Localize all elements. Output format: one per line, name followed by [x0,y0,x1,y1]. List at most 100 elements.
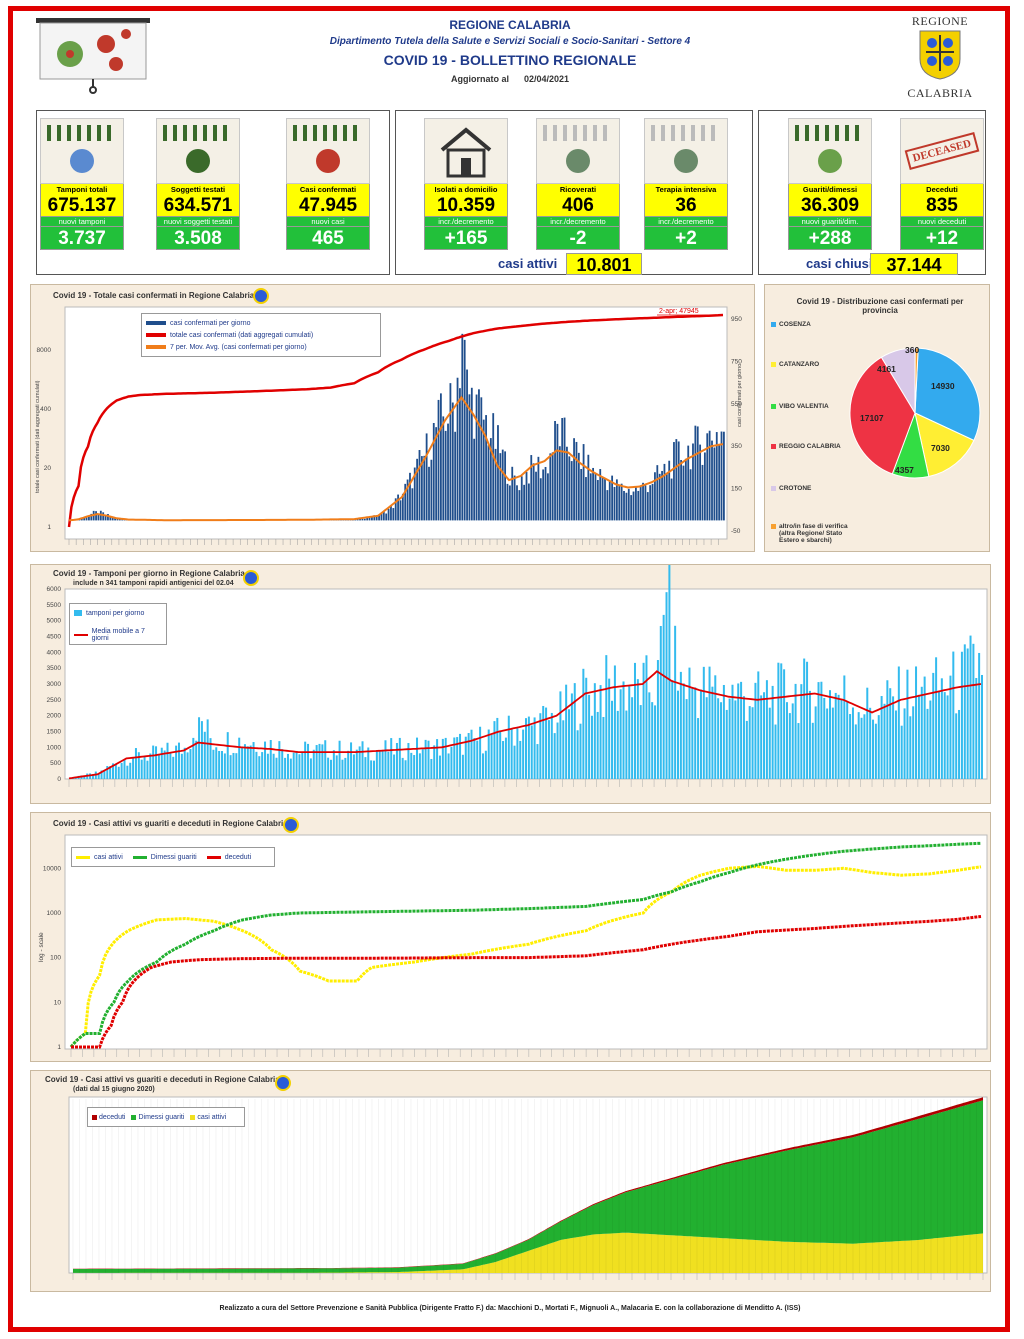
y-tick-label: 6000 [47,586,62,593]
y-tick-label: 2000 [47,713,62,720]
tests-day-bar [860,717,863,779]
chart2-subtitle: include n 341 tamponi rapidi antigenici … [73,580,234,587]
tests-day-bar [324,740,327,779]
daily-case-bar [118,518,121,521]
tests-day-bar [312,749,315,779]
tests-day-bar [186,752,189,779]
tests-day-bar [892,696,895,779]
legend-daily-cases: casi confermati per giorno [170,319,251,327]
daily-case-bar [658,473,661,521]
tests-day-bar [461,754,464,779]
tests-day-bar [940,678,943,779]
tests-day-bar [677,690,679,779]
active-cases-value: 10.801 [566,253,642,275]
tests-day-bar [338,740,341,779]
tests-day-bar [464,736,467,779]
tests-day-bar [903,708,906,779]
daily-case-bar [482,419,485,521]
tests-day-bar [539,713,542,779]
tests-day-bar [605,655,608,779]
y-tick-label: 5500 [47,602,62,609]
tests-day-bar [172,756,175,779]
y-right-tick-label: 550 [731,401,742,408]
tests-day-bar [166,742,169,779]
logo-top-text: REGIONE [911,14,969,28]
daily-case-bar [620,483,623,521]
tests-day-bar [880,696,883,779]
tests-day-bar [960,651,963,779]
daily-case-bar [442,416,445,521]
daily-case-bar [375,516,378,521]
stat-value: 36.309 [788,195,872,217]
daily-case-bar [454,431,457,521]
daily-case-bar [102,512,105,521]
logo-bottom-text: CALABRIA [907,86,973,100]
tests-day-bar [742,696,745,779]
stat-value: 406 [536,195,620,217]
tests-day-bar [436,739,439,779]
closed-cases-value: 37.144 [870,253,958,275]
tests-day-bar [659,625,662,779]
pie-legend-item: VIBO VALENTIA [771,403,861,410]
tests-day-bar [278,741,281,779]
tests-day-bar [760,695,763,779]
tests-day-bar [487,729,490,779]
tests-day-bar [243,744,246,779]
stat-card: DECEASED Deceduti 835 nuovi deceduti +12 [900,118,984,250]
daily-case-bar [449,383,452,521]
tests-day-bar [745,720,748,779]
tests-day-bar [315,745,318,779]
tests-day-bar [183,747,186,779]
daily-case-bar [651,483,654,521]
moving-average-line [68,395,724,522]
daily-case-bar [623,490,625,521]
tests-day-bar [533,717,536,779]
tests-day-bar [318,743,321,779]
stat-sub-label: incr./decremento [424,217,508,227]
pie-svg: 14930 7030 4357 17107 4161 360 [849,345,981,479]
tests-day-bar [846,701,849,779]
tests-day-bar [218,750,221,779]
active-vs-recovered-log-panel: Covid 19 - Casi attivi vs guariti e dece… [30,812,991,1062]
tests-day-bar [424,739,427,779]
recovered-person-icon [788,118,872,184]
tests-day-bar [223,753,226,779]
legend-mov-avg: 7 per. Mov. Avg. (casi confermati per gi… [170,343,307,351]
tests-day-bar [972,643,975,779]
daily-case-bar [401,493,404,521]
tests-day-bar [946,695,949,779]
tests-day-bar [249,745,252,779]
regione-calabria-logo: REGIONE CALABRIA [895,14,985,104]
daily-case-bar [114,518,116,521]
tests-day-bar [734,700,737,779]
tests-day-bar [937,691,940,779]
tests-day-bar [656,660,659,779]
pie-slice-label: 4161 [877,364,896,374]
tests-day-bar [611,700,614,779]
daily-case-bar [692,443,694,521]
y-tick-label: 1000 [47,744,62,751]
tests-day-bar [717,698,720,779]
daily-case-bar [468,394,471,521]
tests-day-bar [393,754,396,779]
tests-day-bar [679,671,682,779]
tests-day-bar [909,716,912,779]
tests-day-bar [720,702,723,779]
daily-case-bar [539,478,542,521]
tests-day-bar [298,754,301,779]
daily-case-bar [382,510,385,521]
daily-case-bar [665,474,668,521]
tests-day-bar [384,740,387,779]
daily-case-bar [684,458,687,521]
tests-day-bar [570,693,573,779]
daily-case-bar [404,483,407,521]
tests-day-bar [295,750,298,779]
daily-case-bar [554,420,556,521]
daily-case-bar [656,465,659,521]
chart2-legend: tamponi per giorno Media mobile a 7 gior… [69,603,167,645]
tests-day-bar [668,565,671,779]
daily-case-bar [83,516,86,521]
hospital-bed-icon [536,118,620,184]
pie-slice-label: 360 [905,345,919,355]
y-tick-label: 10000 [43,865,61,872]
